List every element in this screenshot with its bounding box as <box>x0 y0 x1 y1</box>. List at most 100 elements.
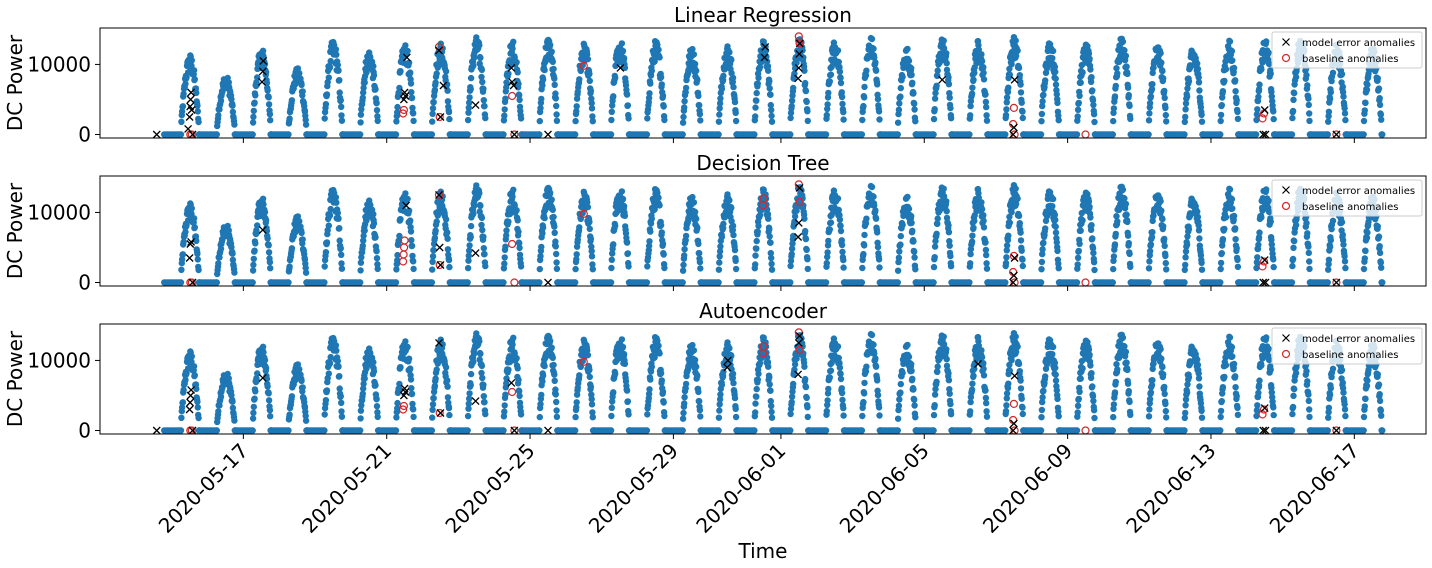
measurement-point <box>179 103 187 110</box>
measurement-point <box>374 409 381 416</box>
measurement-point <box>1122 52 1130 60</box>
measurement-point <box>503 84 510 91</box>
measurement-point <box>1088 74 1095 81</box>
model-error-anomaly-point <box>435 243 444 252</box>
measurement-point <box>802 227 809 235</box>
measurement-point <box>755 222 762 230</box>
measurement-point <box>651 206 658 213</box>
measurement-point <box>932 89 939 97</box>
measurement-point <box>1003 247 1010 254</box>
measurement-point <box>175 427 183 434</box>
model-error-anomaly-point <box>185 254 194 262</box>
model-error-anomaly-point <box>938 75 947 84</box>
measurement-point <box>1196 87 1203 94</box>
measurement-point <box>1305 243 1312 250</box>
measurement-point <box>570 131 577 138</box>
measurement-point <box>1111 93 1119 100</box>
measurement-point <box>373 100 380 107</box>
measurement-point <box>357 407 365 414</box>
y-tick-label: 10000 <box>27 200 91 224</box>
model-error-anomaly-point <box>471 249 480 258</box>
measurement-point <box>262 365 270 372</box>
measurement-point <box>766 85 773 92</box>
model-error-anomaly-point <box>1009 278 1018 287</box>
measurement-point <box>410 258 417 265</box>
measurement-point <box>1110 117 1117 125</box>
measurement-point <box>1157 198 1164 205</box>
measurement-point <box>1363 86 1371 94</box>
measurement-point <box>360 232 367 240</box>
measurement-point <box>1265 49 1272 56</box>
measurement-point <box>503 79 510 86</box>
measurement-point <box>178 256 186 263</box>
model-error-anomaly-point <box>1260 256 1269 265</box>
model-error-anomaly-point <box>1259 278 1268 287</box>
model-error-anomaly-point <box>510 130 519 139</box>
measurement-point <box>355 427 362 434</box>
measurement-point <box>478 73 485 81</box>
measurement-point <box>1039 246 1046 253</box>
measurement-point <box>980 63 987 71</box>
measurement-point <box>804 108 811 115</box>
measurement-point <box>478 221 485 229</box>
measurement-point <box>336 225 343 232</box>
measurement-point <box>824 101 831 108</box>
measurement-point <box>622 82 630 89</box>
measurement-point <box>338 260 345 267</box>
measurement-point <box>229 108 237 116</box>
measurement-point <box>191 372 198 379</box>
measurement-point <box>802 87 810 95</box>
measurement-point <box>363 69 370 76</box>
measurement-point <box>466 395 473 402</box>
measurement-point <box>1230 64 1238 72</box>
model-error-anomaly-point <box>435 46 443 55</box>
measurement-point <box>360 237 367 244</box>
measurement-point <box>752 252 759 259</box>
measurement-point <box>327 205 334 213</box>
measurement-point <box>1184 85 1191 92</box>
measurement-point <box>826 226 833 233</box>
measurement-point <box>262 217 270 224</box>
measurement-point <box>252 388 259 395</box>
model-error-anomaly-point <box>1009 130 1018 139</box>
measurement-point <box>296 366 303 373</box>
measurement-point <box>534 131 541 138</box>
measurement-point <box>1179 279 1186 286</box>
measurement-point <box>261 356 269 364</box>
measurement-point <box>1374 223 1382 230</box>
measurement-point <box>1376 101 1384 109</box>
measurement-point <box>515 80 522 88</box>
measurement-point <box>466 247 473 254</box>
measurement-point <box>228 96 235 103</box>
measurement-point <box>516 92 523 99</box>
measurement-point <box>801 215 808 222</box>
measurement-point <box>194 404 201 411</box>
measurement-point <box>821 131 828 138</box>
measurement-point <box>322 249 330 256</box>
measurement-point <box>1012 200 1020 208</box>
measurement-point <box>480 233 487 240</box>
measurement-point <box>860 102 867 110</box>
measurement-point <box>373 403 381 410</box>
measurement-point <box>537 252 544 260</box>
measurement-point <box>1146 110 1153 117</box>
measurement-point <box>332 194 340 201</box>
measurement-point <box>361 375 368 382</box>
measurement-point <box>1054 99 1061 107</box>
measurement-point <box>405 355 413 362</box>
measurement-point <box>659 92 667 100</box>
measurement-point <box>515 228 522 235</box>
measurement-point <box>787 114 794 122</box>
measurement-point <box>548 48 555 55</box>
measurement-point <box>503 227 510 234</box>
legend-marker-model-error <box>1282 186 1290 194</box>
measurement-point <box>791 213 799 220</box>
measurement-point <box>588 105 596 112</box>
measurement-point <box>229 256 237 264</box>
measurement-point <box>1111 241 1119 248</box>
legend-marker-baseline <box>1281 201 1291 211</box>
measurement-point <box>1053 239 1061 246</box>
measurement-point <box>1112 82 1120 90</box>
measurement-point <box>1124 84 1132 91</box>
measurement-point <box>429 253 437 260</box>
